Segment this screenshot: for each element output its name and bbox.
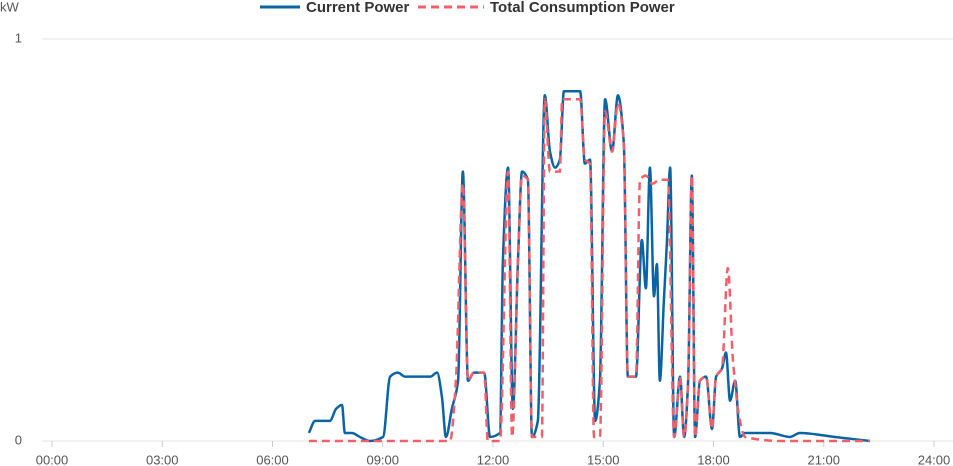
x-tick-label: 06:00 [256, 452, 289, 466]
x-tick-label: 03:00 [146, 452, 179, 466]
x-tick-label: 15:00 [587, 452, 620, 466]
series-line [307, 90, 871, 443]
series-line [308, 98, 871, 443]
y-axis-label: kW [0, 0, 20, 14]
legend-label: Current Power [306, 0, 410, 16]
y-tick-label: 1 [15, 30, 22, 45]
x-tick-label: 21:00 [807, 452, 840, 466]
x-tick-label: 00:00 [36, 452, 69, 466]
x-tick-label: 24:00 [918, 452, 951, 466]
legend-label: Total Consumption Power [490, 0, 675, 16]
x-tick-label: 18:00 [697, 452, 730, 466]
x-tick-label: 12:00 [477, 452, 510, 466]
y-tick-label: 0 [15, 432, 22, 447]
x-tick-label: 09:00 [366, 452, 399, 466]
